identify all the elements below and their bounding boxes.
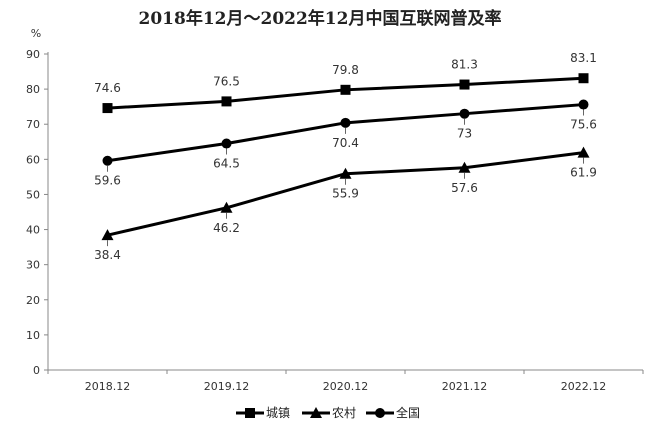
data-point [102, 103, 113, 114]
data-label: 74.6 [94, 81, 121, 95]
y-tick-label: 50 [26, 188, 40, 201]
data-point [578, 99, 589, 110]
data-point [101, 229, 114, 241]
data-label: 64.5 [213, 157, 240, 171]
y-tick-label: 20 [26, 294, 40, 307]
data-label: 59.6 [94, 174, 121, 188]
series-square: 74.6 76.5 79.8 81.3 83.1 [94, 51, 597, 114]
data-point [459, 79, 470, 90]
data-point [340, 84, 351, 95]
data-label: 79.8 [332, 63, 359, 77]
data-point [220, 201, 233, 213]
series-circle: 59.6 64.5 70.4 73 75.6 [94, 99, 597, 188]
legend-item-triangle: 农村 [302, 406, 356, 420]
x-tick-label: 2019.12 [204, 380, 250, 393]
series-triangle: 38.4 46.2 55.9 57.6 61.9 [94, 146, 597, 262]
y-tick-label: 90 [26, 48, 40, 61]
data-point [578, 73, 589, 84]
legend-marker [375, 408, 385, 418]
data-label: 61.9 [570, 166, 597, 180]
data-label: 57.6 [451, 181, 478, 195]
data-label: 81.3 [451, 58, 478, 72]
legend-marker [245, 408, 255, 418]
legend: 城镇 农村 全国 [236, 405, 420, 420]
data-point [102, 155, 113, 166]
chart-title: 2018年12月～2022年12月中国互联网普及率 [139, 8, 502, 29]
data-label: 76.5 [213, 74, 240, 88]
data-point [221, 96, 232, 107]
legend-label: 城镇 [266, 406, 290, 420]
series-layer: 74.6 76.5 79.8 81.3 83.1 38.4 46.2 55.9 57.6 61.9… [94, 51, 597, 262]
y-axis-unit: % [31, 27, 41, 40]
legend-item-circle: 全国 [366, 405, 420, 420]
data-point [221, 138, 232, 149]
data-label: 38.4 [94, 248, 121, 262]
legend-label: 农村 [332, 406, 356, 420]
data-label: 73 [457, 127, 472, 141]
y-tick-label: 30 [26, 259, 40, 272]
y-tick-label: 70 [26, 118, 40, 131]
y-tick-label: 0 [33, 364, 40, 377]
x-tick-label: 2022.12 [561, 380, 607, 393]
y-tick-label: 80 [26, 83, 40, 96]
data-point [340, 117, 351, 128]
data-point [339, 167, 352, 179]
data-point [458, 161, 471, 173]
x-tick-label: 2020.12 [323, 380, 369, 393]
data-label: 83.1 [570, 51, 597, 65]
data-point [577, 146, 590, 158]
legend-label: 全国 [396, 405, 420, 420]
data-point [459, 108, 470, 119]
data-label: 46.2 [213, 221, 240, 235]
x-tick-label: 2021.12 [442, 380, 488, 393]
x-tick-label: 2018.12 [85, 380, 131, 393]
y-tick-label: 10 [26, 329, 40, 342]
data-label: 75.6 [570, 118, 597, 132]
data-label: 55.9 [332, 187, 359, 201]
legend-item-square: 城镇 [236, 406, 290, 420]
data-label: 70.4 [332, 136, 359, 150]
legend-marker [310, 407, 322, 418]
axes: 0 10 20 30 40 50 60 70 80 90 2018.12 2019.12 2020.12… [26, 48, 644, 393]
y-tick-label: 60 [26, 153, 40, 166]
y-tick-label: 40 [26, 224, 40, 237]
